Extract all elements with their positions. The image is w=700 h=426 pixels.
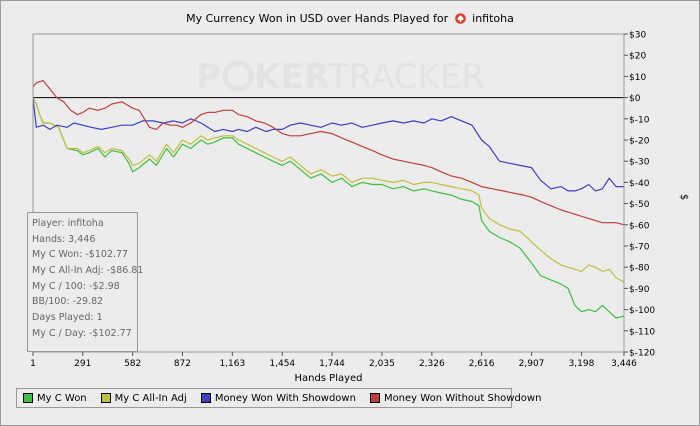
legend: My C Won My C All-In Adj Money Won With … (16, 388, 541, 408)
legend-label: My C All-In Adj (114, 392, 187, 404)
x-axis-label: Hands Played (294, 373, 362, 384)
stat-player: Player: infitoha (32, 218, 104, 229)
legend-label: Money Won Without Showdown (383, 392, 542, 404)
plot-area-border (32, 33, 625, 353)
x-tick-label: 582 (124, 359, 141, 369)
legend-swatch (369, 393, 380, 403)
stat-won: My C Won: -$102.77 (32, 249, 129, 261)
x-tick-label: 872 (174, 359, 191, 369)
y-tick-label: $-120 (629, 349, 655, 359)
series-line-1 (32, 97, 625, 283)
legend-swatch (200, 393, 211, 403)
axes: $30 $20 $10 $0 $-10 $-20 $-30 $-40 $-50 $-60 $-70 $… (30, 31, 689, 385)
x-tick-label: 291 (74, 359, 91, 369)
series-line-3 (32, 80, 625, 226)
watermark-ker: KER (254, 57, 330, 97)
legend-item-all-in-adj[interactable]: My C All-In Adj (100, 392, 187, 404)
watermark-chip-icon (222, 60, 254, 92)
legend-label: My C Won (37, 392, 87, 404)
y-tick-label: $-100 (629, 306, 655, 316)
stat-hands: Hands: 3,446 (32, 233, 96, 245)
x-tick-label: 2,907 (519, 359, 545, 369)
y-tick-label: $-70 (629, 243, 650, 253)
y-tick-label: $-30 (629, 158, 650, 168)
y-tick-label: $-110 (629, 327, 655, 337)
watermark-p: P (196, 57, 221, 97)
legend-item-my-c-won[interactable]: My C Won (23, 393, 87, 404)
y-axis-label: $ (678, 194, 689, 200)
y-tick-label: $20 (629, 52, 646, 62)
x-tick-label: 3,446 (611, 359, 637, 369)
series-line-2 (32, 97, 624, 192)
legend-swatch (23, 393, 33, 403)
x-tick-label: 1 (30, 359, 36, 369)
stat-bb100: BB/100: -29.82 (32, 296, 104, 308)
y-tick-label: $-40 (629, 179, 650, 189)
watermark-tracker: TRACKER (327, 57, 485, 97)
stat-allin: My C All-In Adj: -$86.81 (32, 265, 144, 277)
y-tick-label: $-90 (629, 285, 650, 295)
y-tick-label: $-50 (629, 200, 650, 210)
x-tick-label: 3,198 (569, 359, 595, 369)
chart-title: My Currency Won in USD over Hands Played… (0, 12, 700, 27)
y-tick-label: $-60 (629, 221, 650, 231)
legend-item-without-showdown[interactable]: Money Won Without Showdown (369, 392, 542, 404)
y-tick-label: $-80 (629, 264, 650, 274)
y-tick-label: $-20 (629, 137, 650, 147)
x-tick-label: 1,744 (319, 359, 345, 369)
x-tick-label: 1,454 (269, 359, 295, 369)
legend-swatch (100, 393, 111, 403)
y-tick-label: $10 (629, 73, 646, 83)
legend-label: Money Won With Showdown (214, 392, 356, 404)
y-tick-label: $0 (629, 94, 641, 104)
player-name: infitoha (472, 12, 514, 25)
legend-item-with-showdown[interactable]: Money Won With Showdown (200, 392, 356, 404)
x-tick-label: 2,035 (369, 359, 395, 369)
series-lines (32, 80, 625, 319)
series-line-0 (32, 97, 625, 319)
stat-per100: My C / 100: -$2.98 (32, 280, 120, 292)
stat-perday: My C / Day: -$102.77 (32, 327, 132, 339)
title-text: My Currency Won in USD over Hands Played… (186, 12, 449, 25)
y-tick-label: $-10 (629, 115, 650, 125)
y-tick-label: $30 (629, 31, 646, 41)
stats-box: Player: infitoha Hands: 3,446 My C Won: … (27, 212, 144, 352)
watermark: P KER TRACKER (196, 57, 485, 97)
x-tick-label: 1,163 (219, 359, 245, 369)
pokertracker-suit-icon (454, 13, 466, 27)
stat-days: Days Played: 1 (32, 312, 103, 324)
x-tick-label: 2,326 (419, 359, 445, 369)
x-tick-label: 2,616 (469, 359, 495, 369)
